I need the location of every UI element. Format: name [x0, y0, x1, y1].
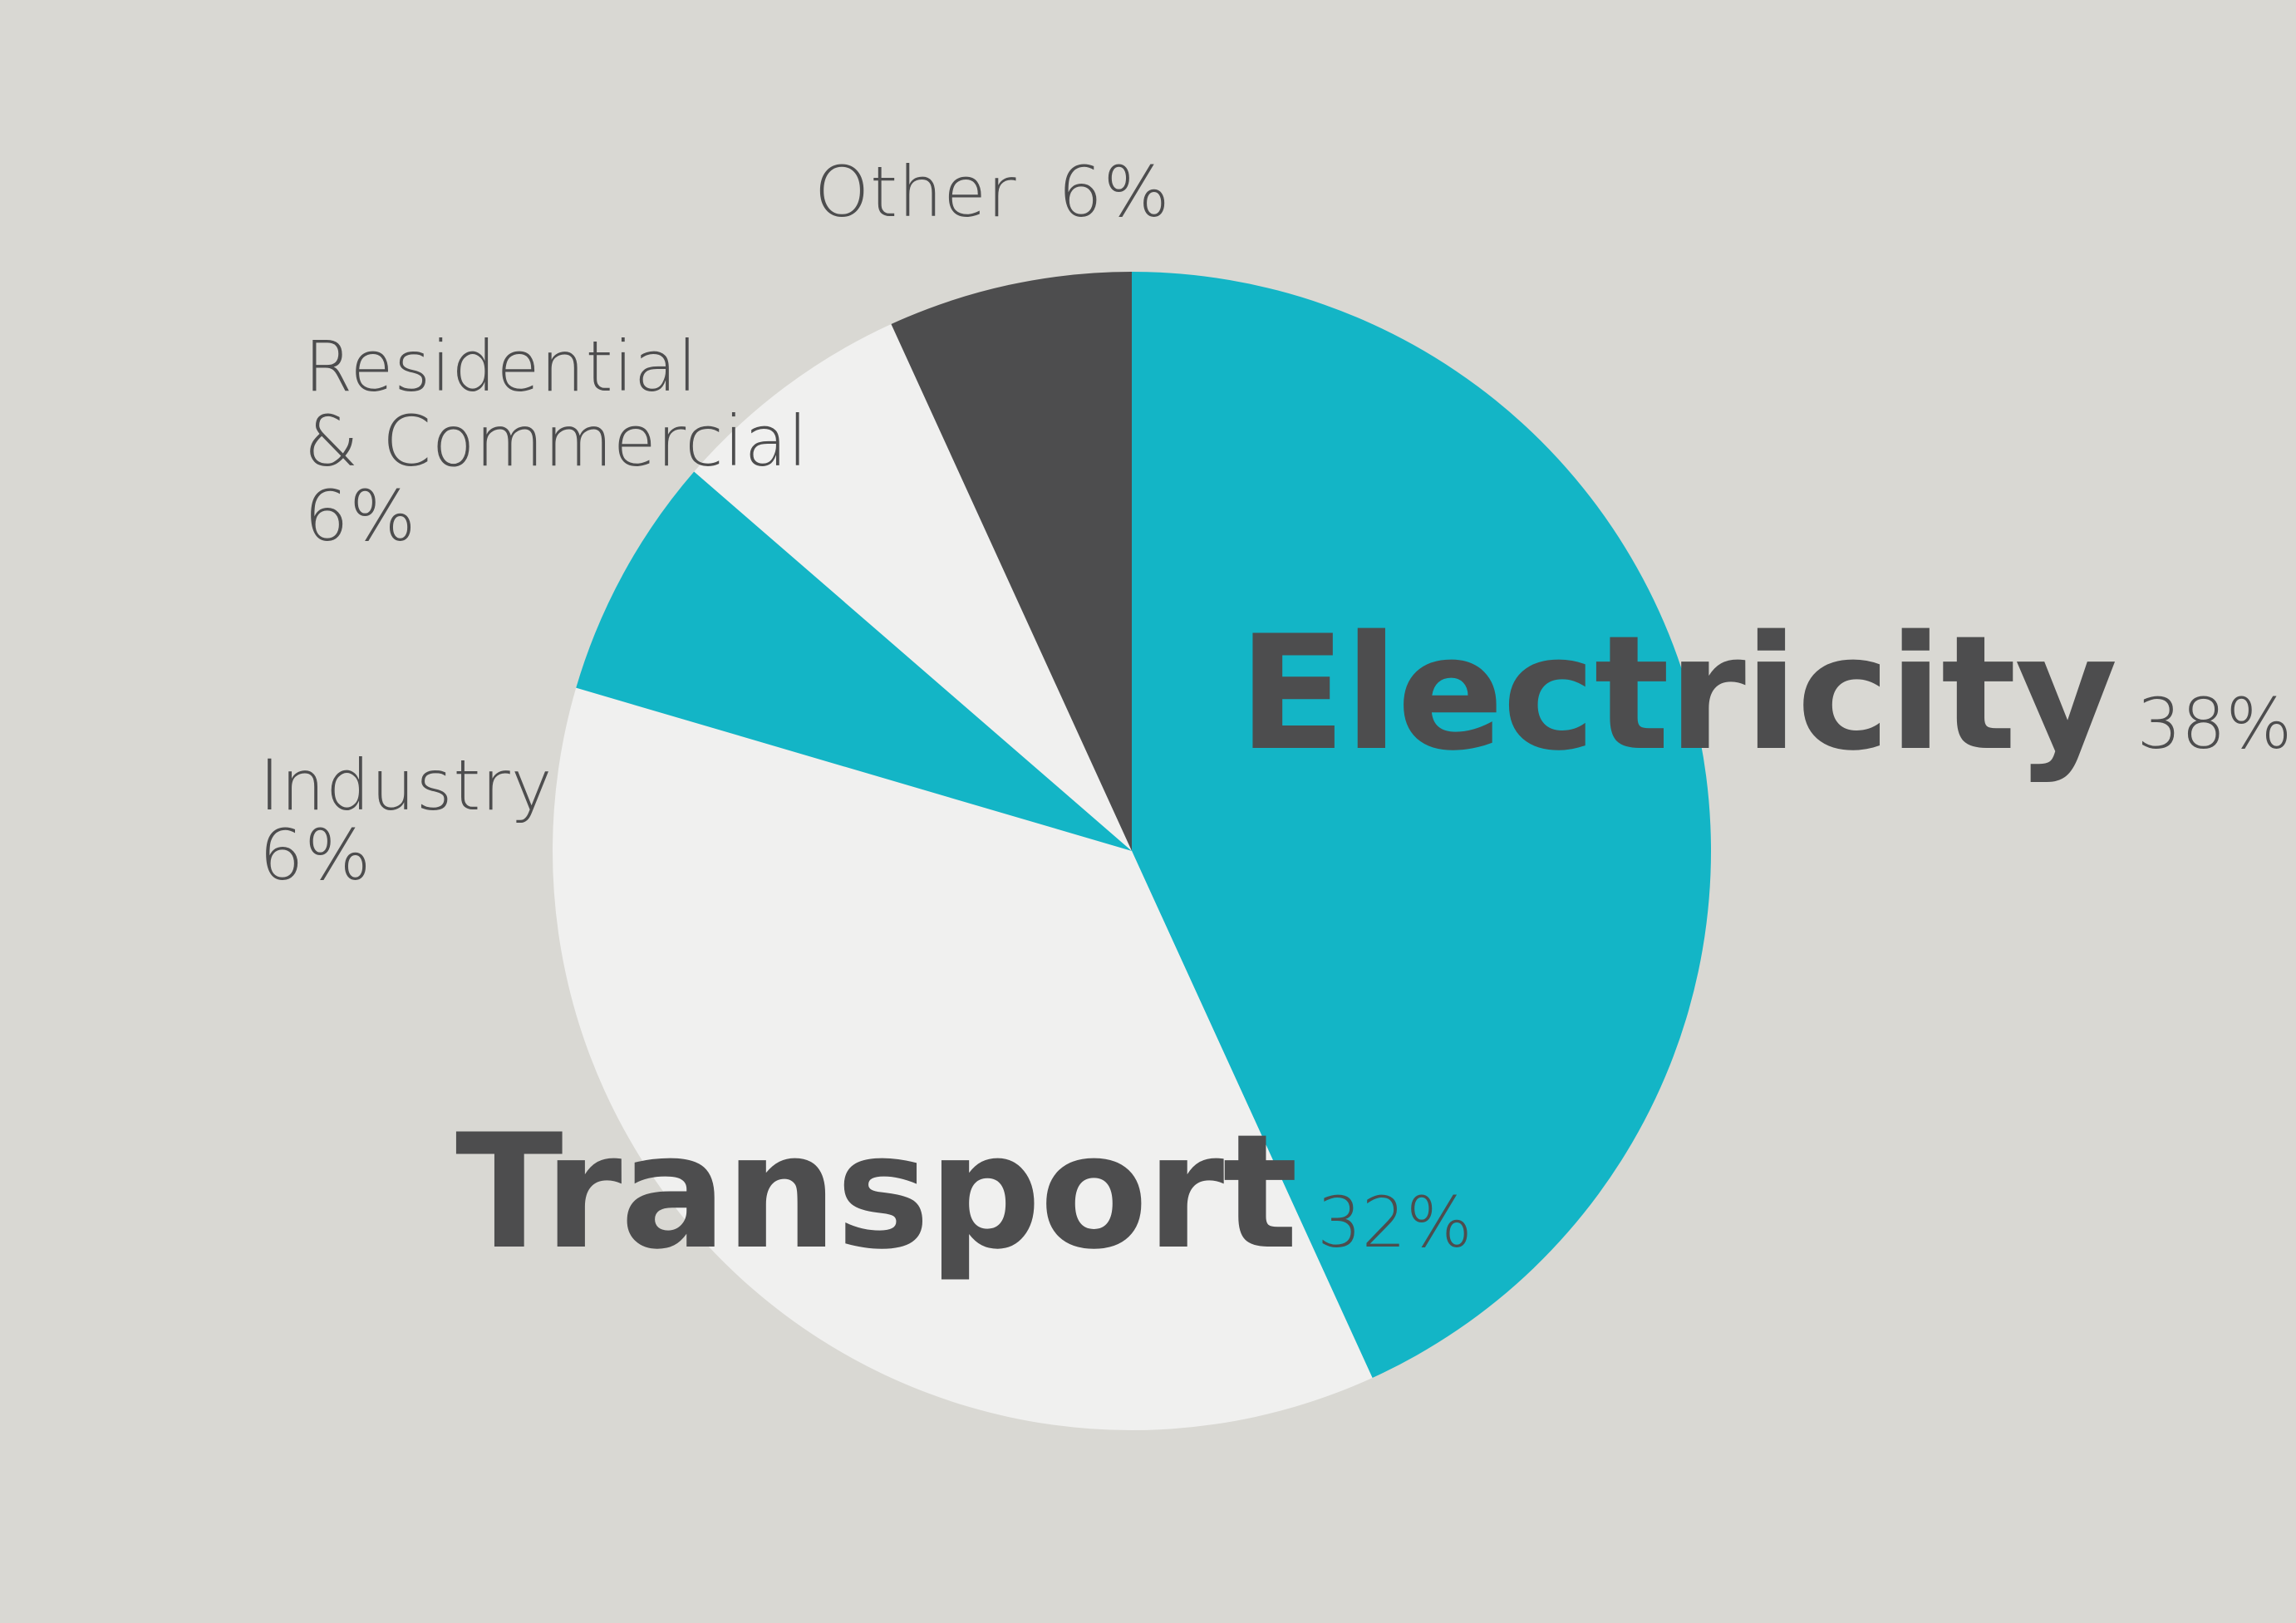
label-industry-value: 6% [259, 814, 371, 896]
label-transport: Transport 32% [455, 1100, 1472, 1284]
label-electricity-name: Electricity [1238, 602, 2117, 785]
label-residential-line2: & Commercial [304, 401, 809, 482]
slice-transport [553, 687, 1373, 1430]
pie-slices [553, 272, 1712, 1430]
label-transport-value: 32% [1317, 1182, 1472, 1263]
label-other-value: 6% [1058, 151, 1170, 233]
label-other: Other 6% [814, 151, 1170, 233]
label-residential-value: 6% [304, 475, 416, 557]
label-residential-line1: Residential [304, 326, 698, 407]
label-transport-name: Transport [455, 1100, 1296, 1284]
slice-industry [576, 471, 1132, 851]
slice-electricity [1132, 272, 1712, 1379]
label-industry-name: Industry [259, 745, 553, 826]
label-electricity-value: 38% [2137, 683, 2293, 765]
slice-residential-commercial [694, 323, 1132, 851]
pie-labels: Electricity 38% Transport 32% Industry 6… [259, 151, 2292, 1284]
slice-other [891, 272, 1132, 851]
label-other-name: Other [814, 151, 1017, 233]
label-electricity: Electricity 38% [1238, 602, 2292, 785]
